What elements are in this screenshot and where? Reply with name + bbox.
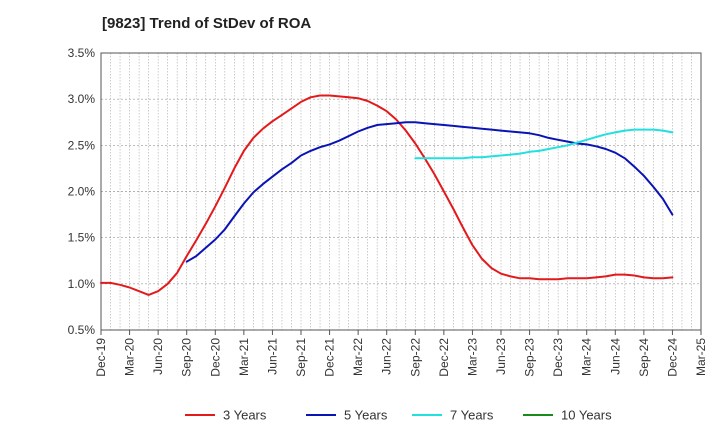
x-tick-label: Dec-20 [208, 338, 222, 377]
y-tick-label: 3.5% [68, 46, 96, 60]
legend-label: 10 Years [561, 408, 612, 423]
x-tick-label: Dec-19 [94, 338, 108, 377]
series-line-3-years [100, 94, 674, 296]
y-tick-label: 1.0% [68, 277, 96, 291]
legend-label: 7 Years [450, 408, 494, 423]
x-tick-label: Dec-21 [323, 338, 337, 377]
x-tick-label: Mar-22 [351, 338, 365, 376]
legend-label: 5 Years [344, 408, 388, 423]
series-line-5-years [185, 121, 674, 263]
series [100, 94, 674, 296]
y-tick-label: 1.5% [68, 231, 96, 245]
y-tick-label: 2.5% [68, 138, 96, 152]
chart-title: [9823] Trend of StDev of ROA [102, 15, 312, 32]
y-tick-label: 3.0% [68, 92, 96, 106]
x-tick-label: Sep-22 [408, 338, 422, 377]
x-tick-label: Mar-23 [465, 338, 479, 376]
x-tick-label: Sep-23 [523, 338, 537, 377]
grid [101, 53, 701, 330]
x-tick-label: Jun-22 [380, 338, 394, 375]
x-tick-label: Jun-21 [265, 338, 279, 375]
legend-label: 3 Years [223, 408, 267, 423]
y-tick-label: 0.5% [68, 323, 96, 337]
x-tick-label: Mar-24 [580, 338, 594, 376]
x-tick-label: Jun-24 [608, 338, 622, 375]
x-tick-label: Dec-22 [437, 338, 451, 377]
legend: 3 Years 5 Years 7 Years 10 Years [185, 408, 612, 423]
x-tick-label: Dec-23 [551, 338, 565, 377]
x-tick-label: Mar-20 [123, 338, 137, 376]
x-tick-label: Jun-20 [151, 338, 165, 375]
axes: 0.5% 1.0% 1.5% 2.0% 2.5% 3.0% 3.5% Dec-19 Mar-20… [68, 46, 708, 377]
x-tick-label: Dec-24 [665, 338, 679, 377]
plot-frame [100, 52, 702, 331]
x-tick-label: Mar-25 [694, 338, 708, 376]
series-line-7-years [414, 128, 674, 160]
x-tick-label: Mar-21 [237, 338, 251, 376]
x-tick-label: Sep-21 [294, 338, 308, 377]
x-tick-label: Jun-23 [494, 338, 508, 375]
x-tick-label: Sep-20 [180, 338, 194, 377]
x-tick-label: Sep-24 [637, 338, 651, 377]
y-tick-label: 2.0% [68, 185, 96, 199]
